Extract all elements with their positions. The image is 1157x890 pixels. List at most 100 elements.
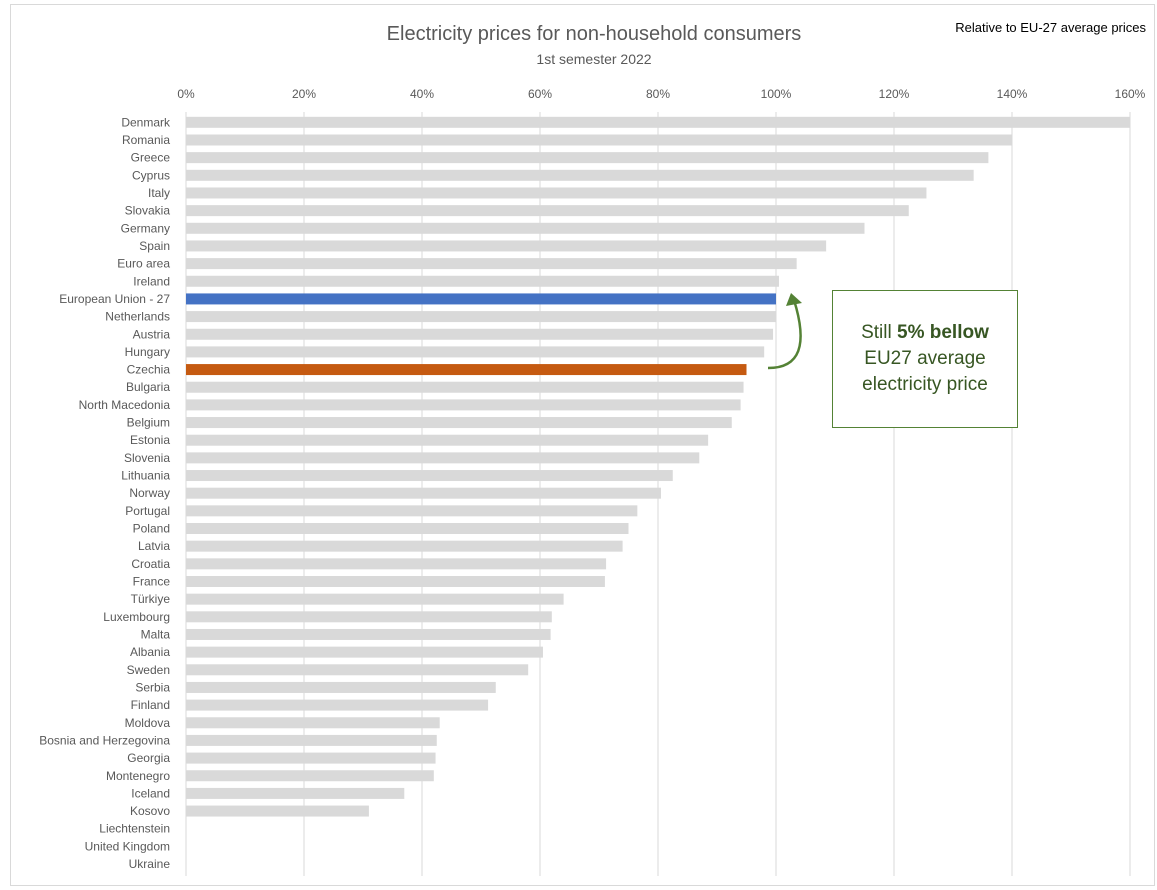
- category-label: Kosovo: [130, 804, 170, 818]
- bar: [186, 187, 927, 199]
- category-label: Germany: [121, 221, 170, 235]
- category-labels: Denmark Romania Greece Cyprus Italy Slovakia G…: [39, 115, 171, 871]
- x-tick-label: 20%: [292, 87, 316, 101]
- bar: [186, 452, 700, 464]
- bar: [186, 734, 437, 746]
- category-label: Czechia: [127, 363, 171, 377]
- bar: [186, 787, 405, 799]
- chart-subtitle: 1st semester 2022: [536, 51, 651, 67]
- category-label: Estonia: [130, 433, 170, 447]
- callout-text: Still 5% bellow EU27 average electricity…: [843, 320, 1007, 398]
- bar: [186, 523, 629, 535]
- x-axis-ticks: 0% 20% 40% 60% 80% 100% 120% 140% 160%: [177, 87, 1145, 101]
- bar: [186, 240, 827, 252]
- x-tick-label: 100%: [761, 87, 792, 101]
- bar: [186, 611, 552, 623]
- category-label: European Union - 27: [59, 292, 170, 306]
- bar: [186, 540, 623, 552]
- bar: [186, 770, 434, 782]
- bar: [186, 593, 564, 605]
- bar: [186, 628, 551, 640]
- bar: [186, 505, 638, 517]
- category-label: Hungary: [125, 345, 170, 359]
- bar: [186, 717, 440, 729]
- category-label: Albania: [130, 645, 170, 659]
- category-label: Georgia: [127, 751, 170, 765]
- x-tick-label: 80%: [646, 87, 670, 101]
- category-label: Moldova: [125, 716, 171, 730]
- category-label: Slovenia: [124, 451, 170, 465]
- bar: [186, 381, 744, 393]
- x-tick-label: 140%: [997, 87, 1028, 101]
- bar: [186, 470, 673, 482]
- category-label: Spain: [139, 239, 170, 253]
- bar: [186, 346, 765, 358]
- category-label: Iceland: [131, 786, 170, 800]
- callout-arrow: [767, 299, 802, 370]
- category-label: Bulgaria: [126, 380, 170, 394]
- category-label: Ukraine: [129, 857, 171, 871]
- bar: [186, 699, 489, 711]
- bar: [186, 399, 741, 411]
- bar: [186, 275, 779, 287]
- category-label: Austria: [133, 327, 171, 341]
- category-label: Ireland: [133, 274, 170, 288]
- callout-rest: EU27 average electricity price: [862, 348, 988, 395]
- category-label: France: [133, 574, 171, 588]
- category-label: Latvia: [138, 539, 170, 553]
- bar: [186, 293, 776, 305]
- x-tick-label: 0%: [177, 87, 195, 101]
- gridlines: [185, 112, 1131, 876]
- category-label: Greece: [131, 151, 171, 165]
- x-tick-label: 120%: [879, 87, 910, 101]
- callout-box: Still 5% bellow EU27 average electricity…: [832, 290, 1018, 428]
- category-label: Romania: [122, 133, 170, 147]
- bar: [186, 487, 661, 499]
- bar: [186, 258, 797, 270]
- category-label: Liechtenstein: [99, 822, 170, 836]
- bar: [186, 417, 732, 429]
- bars: [186, 116, 1130, 817]
- category-label: Sweden: [127, 663, 170, 677]
- category-label: Croatia: [131, 557, 170, 571]
- callout-arrowhead: [786, 293, 802, 306]
- category-label: Poland: [133, 522, 170, 536]
- category-label: Italy: [148, 186, 170, 200]
- category-label: Portugal: [125, 504, 170, 518]
- category-label: United Kingdom: [85, 839, 170, 853]
- bar: [186, 681, 496, 693]
- bar: [186, 646, 543, 658]
- x-tick-label: 40%: [410, 87, 434, 101]
- bar: [186, 328, 774, 340]
- corner-note: Relative to EU-27 average prices: [955, 20, 1146, 35]
- category-label: Finland: [131, 698, 170, 712]
- bar: [186, 364, 747, 376]
- bar: [186, 134, 1012, 146]
- bar: [186, 752, 436, 764]
- bar: [186, 434, 709, 446]
- x-tick-label: 160%: [1115, 87, 1146, 101]
- bar: [186, 169, 974, 181]
- category-label: Euro area: [117, 257, 170, 271]
- chart-frame: [10, 4, 1155, 886]
- category-label: Lithuania: [121, 469, 170, 483]
- category-label: Malta: [141, 627, 171, 641]
- bar: [186, 805, 369, 817]
- category-label: Belgium: [127, 416, 170, 430]
- category-label: Cyprus: [132, 168, 170, 182]
- bar: [186, 116, 1130, 128]
- x-tick-label: 60%: [528, 87, 552, 101]
- category-label: Türkiye: [131, 592, 171, 606]
- category-label: Denmark: [121, 115, 171, 129]
- bar: [186, 311, 776, 323]
- category-label: Luxembourg: [103, 610, 170, 624]
- bar: [186, 222, 865, 234]
- chart-title: Electricity prices for non-household con…: [387, 23, 802, 45]
- category-label: Netherlands: [105, 310, 170, 324]
- category-label: Montenegro: [106, 769, 170, 783]
- bar: [186, 152, 989, 164]
- bar: [186, 205, 909, 217]
- category-label: Slovakia: [125, 204, 171, 218]
- category-label: Bosnia and Herzegovina: [39, 733, 170, 747]
